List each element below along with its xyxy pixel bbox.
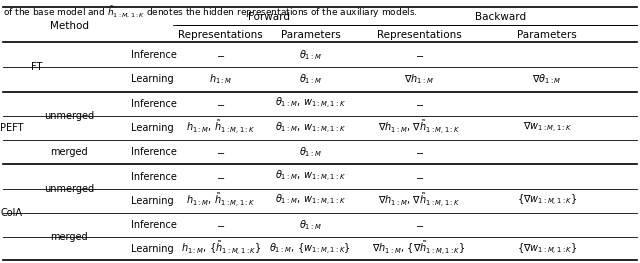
Text: Inference: Inference — [131, 50, 177, 60]
Text: $\theta_{1:M},\,w_{1:M,1:K}$: $\theta_{1:M},\,w_{1:M,1:K}$ — [275, 96, 346, 111]
Text: FT: FT — [31, 62, 43, 72]
Text: $\nabla w_{1:M,1:K}$: $\nabla w_{1:M,1:K}$ — [522, 121, 572, 135]
Text: $\{\nabla w_{1:M,1:K}\}$: $\{\nabla w_{1:M,1:K}\}$ — [517, 242, 577, 257]
Text: of the base model and $\tilde{h}_{1:M,1:K}$ denotes the hidden representations o: of the base model and $\tilde{h}_{1:M,1:… — [3, 5, 418, 20]
Text: Inference: Inference — [131, 220, 177, 230]
Text: Learning: Learning — [131, 74, 174, 84]
Text: $\theta_{1:M}$: $\theta_{1:M}$ — [299, 218, 322, 232]
Text: Parameters: Parameters — [517, 30, 577, 40]
Text: merged: merged — [51, 232, 88, 242]
Text: $\nabla h_{1:M}$: $\nabla h_{1:M}$ — [404, 73, 434, 86]
Text: Forward: Forward — [248, 12, 290, 22]
Text: unmerged: unmerged — [44, 111, 94, 121]
Text: $-$: $-$ — [216, 171, 225, 181]
Text: $-$: $-$ — [216, 50, 225, 60]
Text: Representations: Representations — [377, 30, 461, 40]
Text: Learning: Learning — [131, 244, 174, 254]
Text: Method: Method — [50, 21, 88, 31]
Text: Backward: Backward — [476, 12, 526, 22]
Text: $\theta_{1:M},\,w_{1:M,1:K}$: $\theta_{1:M},\,w_{1:M,1:K}$ — [275, 193, 346, 208]
Text: $\nabla h_{1:M},\,\{\nabla\tilde{h}_{1:M,1:K}\}$: $\nabla h_{1:M},\,\{\nabla\tilde{h}_{1:M… — [372, 240, 466, 258]
Text: $-$: $-$ — [216, 220, 225, 230]
Text: $\{\nabla w_{1:M,1:K}\}$: $\{\nabla w_{1:M,1:K}\}$ — [517, 193, 577, 208]
Text: $-$: $-$ — [415, 147, 424, 157]
Text: $\nabla h_{1:M},\,\nabla\tilde{h}_{1:M,1:K}$: $\nabla h_{1:M},\,\nabla\tilde{h}_{1:M,1… — [378, 119, 460, 137]
Text: $h_{1:M},\,\tilde{h}_{1:M,1:K}$: $h_{1:M},\,\tilde{h}_{1:M,1:K}$ — [186, 192, 255, 210]
Text: Inference: Inference — [131, 171, 177, 181]
Text: Inference: Inference — [131, 99, 177, 109]
Text: $-$: $-$ — [415, 220, 424, 230]
Text: $\theta_{1:M}$: $\theta_{1:M}$ — [299, 73, 322, 86]
Text: $\theta_{1:M}$: $\theta_{1:M}$ — [299, 48, 322, 62]
Text: $-$: $-$ — [415, 50, 424, 60]
Text: $-$: $-$ — [415, 171, 424, 181]
Text: $-$: $-$ — [415, 99, 424, 109]
Text: ColA: ColA — [1, 208, 22, 218]
Text: $\nabla h_{1:M},\,\nabla\tilde{h}_{1:M,1:K}$: $\nabla h_{1:M},\,\nabla\tilde{h}_{1:M,1… — [378, 192, 460, 210]
Text: $\theta_{1:M},\,w_{1:M,1:K}$: $\theta_{1:M},\,w_{1:M,1:K}$ — [275, 169, 346, 184]
Text: merged: merged — [51, 147, 88, 157]
Text: $\theta_{1:M},\,w_{1:M,1:K}$: $\theta_{1:M},\,w_{1:M,1:K}$ — [275, 120, 346, 135]
Text: Representations: Representations — [179, 30, 263, 40]
Text: $-$: $-$ — [216, 99, 225, 109]
Text: $\nabla\theta_{1:M}$: $\nabla\theta_{1:M}$ — [532, 73, 562, 86]
Text: $\theta_{1:M},\,\{w_{1:M,1:K}\}$: $\theta_{1:M},\,\{w_{1:M,1:K}\}$ — [269, 242, 351, 257]
Text: $\theta_{1:M}$: $\theta_{1:M}$ — [299, 145, 322, 159]
Text: $h_{1:M},\,\tilde{h}_{1:M,1:K}$: $h_{1:M},\,\tilde{h}_{1:M,1:K}$ — [186, 119, 255, 137]
Text: Learning: Learning — [131, 196, 174, 206]
Text: Inference: Inference — [131, 147, 177, 157]
Text: unmerged: unmerged — [44, 184, 94, 194]
Text: PEFT: PEFT — [0, 123, 23, 133]
Text: $-$: $-$ — [216, 147, 225, 157]
Text: $h_{1:M}$: $h_{1:M}$ — [209, 73, 232, 86]
Text: $h_{1:M},\,\{\tilde{h}_{1:M,1:K}\}$: $h_{1:M},\,\{\tilde{h}_{1:M,1:K}\}$ — [180, 240, 261, 258]
Text: Learning: Learning — [131, 123, 174, 133]
Text: Parameters: Parameters — [280, 30, 340, 40]
